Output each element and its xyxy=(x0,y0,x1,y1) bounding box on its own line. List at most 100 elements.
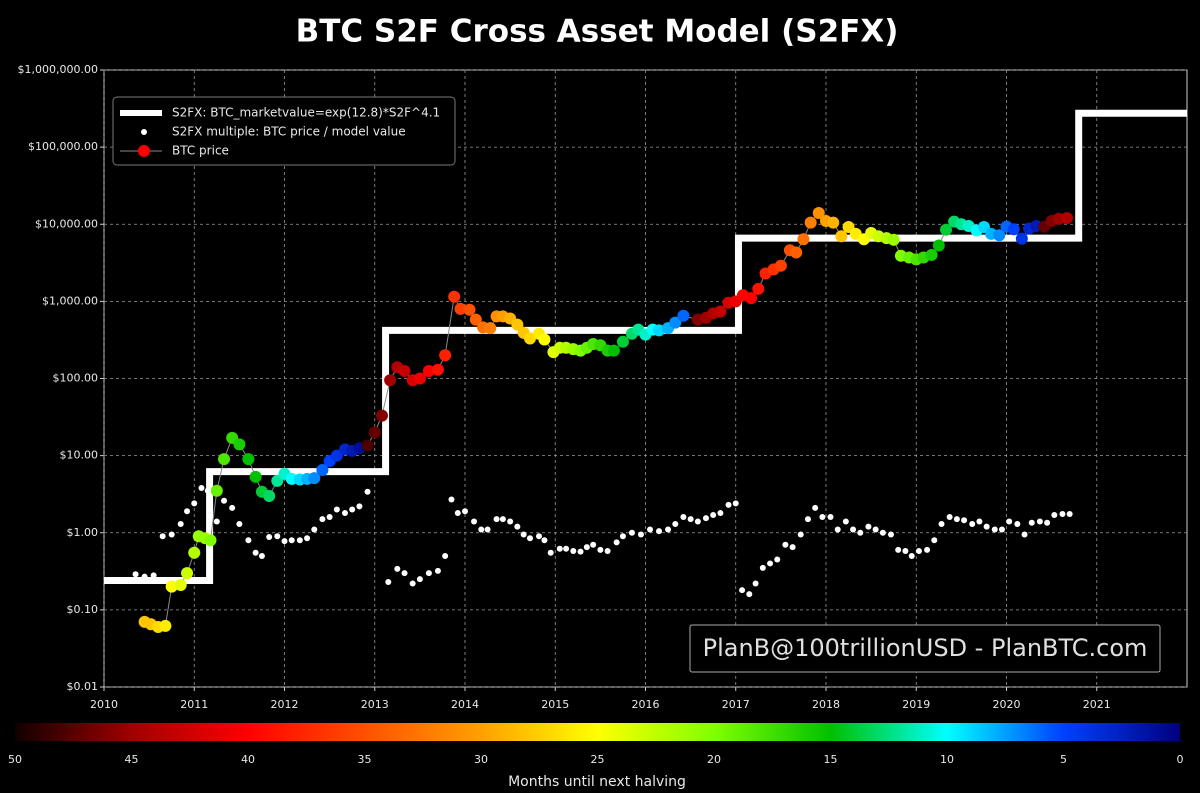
price-dot xyxy=(375,409,388,422)
price-dot xyxy=(835,230,848,243)
multiple-dot xyxy=(326,514,333,521)
multiple-dot xyxy=(556,545,563,552)
price-dot xyxy=(181,567,194,580)
multiple-dot xyxy=(1014,520,1021,527)
x-tick-label: 2017 xyxy=(722,698,750,711)
multiple-dot xyxy=(296,537,303,544)
price-dot xyxy=(940,223,953,236)
annotation: PlanB@100trillionUSD - PlanBTC.com xyxy=(703,634,1148,662)
multiple-dot xyxy=(976,518,983,525)
multiple-dot xyxy=(168,531,175,538)
multiple-dot xyxy=(229,504,236,511)
price-dot xyxy=(523,332,536,345)
price-dot xyxy=(454,302,467,315)
price-dot xyxy=(422,365,435,378)
multiple-dot xyxy=(902,547,909,554)
price-dot xyxy=(316,464,329,477)
colorbar-tick-label: 15 xyxy=(824,753,838,766)
price-dot xyxy=(188,546,201,559)
multiple-dot xyxy=(236,520,243,527)
multiple-dot xyxy=(150,572,157,579)
multiple-dot xyxy=(637,531,644,538)
price-dot xyxy=(463,303,476,316)
price-dot xyxy=(804,216,817,229)
price-dot xyxy=(607,344,620,357)
colorbar-tick-label: 5 xyxy=(1060,753,1067,766)
multiple-dot xyxy=(311,526,318,533)
multiple-dot xyxy=(710,511,717,518)
multiple-dot xyxy=(448,496,455,503)
model-line xyxy=(104,109,1187,585)
price-dot xyxy=(204,534,217,547)
multiple-dot xyxy=(454,510,461,517)
y-tick-label: $1,000.00 xyxy=(42,294,98,307)
colorbar-label: Months until next halving xyxy=(508,774,686,790)
multiple-dot xyxy=(198,485,205,492)
multiple-dot xyxy=(416,576,423,583)
price-dot xyxy=(263,489,276,502)
legend-swatch xyxy=(141,129,147,135)
multiple-dot xyxy=(385,578,392,585)
price-dot xyxy=(469,313,482,326)
price-dot xyxy=(745,292,758,305)
price-dot xyxy=(308,472,321,485)
multiple-dot xyxy=(333,506,340,513)
x-tick-label: 2014 xyxy=(451,698,479,711)
price-dot xyxy=(384,374,397,387)
multiple-dot xyxy=(563,545,570,552)
x-tick-label: 2015 xyxy=(541,698,569,711)
x-tick-label: 2018 xyxy=(812,698,840,711)
price-dot xyxy=(993,229,1006,242)
x-tick-label: 2016 xyxy=(632,698,660,711)
price-dot xyxy=(439,349,452,362)
colorbar-tick-label: 50 xyxy=(8,753,22,766)
multiple-dot xyxy=(304,535,311,542)
price-dot xyxy=(714,305,727,318)
colorbar-tick-label: 45 xyxy=(125,753,139,766)
price-dot xyxy=(616,335,629,348)
multiple-dot xyxy=(752,580,759,587)
price-dot xyxy=(1060,212,1073,225)
multiple-dot xyxy=(1021,531,1028,538)
multiple-dot xyxy=(702,515,709,522)
price-dot xyxy=(511,318,524,331)
multiple-dot xyxy=(499,516,506,523)
multiple-dot xyxy=(425,570,432,577)
multiple-dot xyxy=(541,537,548,544)
colorbar-tick-label: 10 xyxy=(940,753,954,766)
price-dot xyxy=(797,233,810,246)
multiple-dot xyxy=(725,501,732,508)
y-tick-label: $0.10 xyxy=(67,603,99,616)
multiple-dot xyxy=(915,547,922,554)
multiple-dot xyxy=(789,544,796,551)
multiple-dot xyxy=(797,531,804,538)
multiple-dot xyxy=(774,556,781,563)
multiple-dot xyxy=(471,518,478,525)
price-dot xyxy=(887,233,900,246)
price-dot xyxy=(242,453,255,466)
multiple-dot xyxy=(493,516,500,523)
multiple-dot xyxy=(349,506,356,513)
multiple-dot xyxy=(184,508,191,515)
multiple-dot xyxy=(953,516,960,523)
price-dot xyxy=(932,239,945,252)
x-tick-label: 2012 xyxy=(271,698,299,711)
multiple-dot xyxy=(717,510,724,517)
multiple-dot xyxy=(577,548,584,555)
multiple-dot xyxy=(1028,519,1035,526)
multiple-dot xyxy=(647,526,654,533)
legend-swatch xyxy=(138,145,150,157)
y-tick-label: $100,000.00 xyxy=(28,140,98,153)
multiple-dot xyxy=(341,510,348,517)
multiple-dot xyxy=(656,528,663,535)
multiple-dot xyxy=(834,526,841,533)
multiple-dot xyxy=(590,541,597,548)
price-dot xyxy=(1015,232,1028,245)
x-tick-label: 2011 xyxy=(180,698,208,711)
multiple-dot xyxy=(872,526,879,533)
price-dot xyxy=(774,259,787,272)
multiple-dot xyxy=(850,526,857,533)
multiple-dot xyxy=(204,487,211,494)
multiple-dot xyxy=(583,544,590,551)
